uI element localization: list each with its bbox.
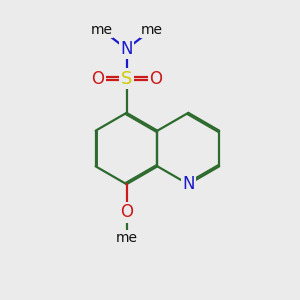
Text: S: S <box>121 70 132 88</box>
Text: N: N <box>120 40 133 58</box>
Text: O: O <box>149 70 162 88</box>
Text: me: me <box>90 22 112 37</box>
Text: O: O <box>120 203 133 221</box>
Text: N: N <box>182 175 195 193</box>
Text: O: O <box>91 70 104 88</box>
Text: me: me <box>116 231 137 245</box>
Text: me: me <box>141 22 163 37</box>
